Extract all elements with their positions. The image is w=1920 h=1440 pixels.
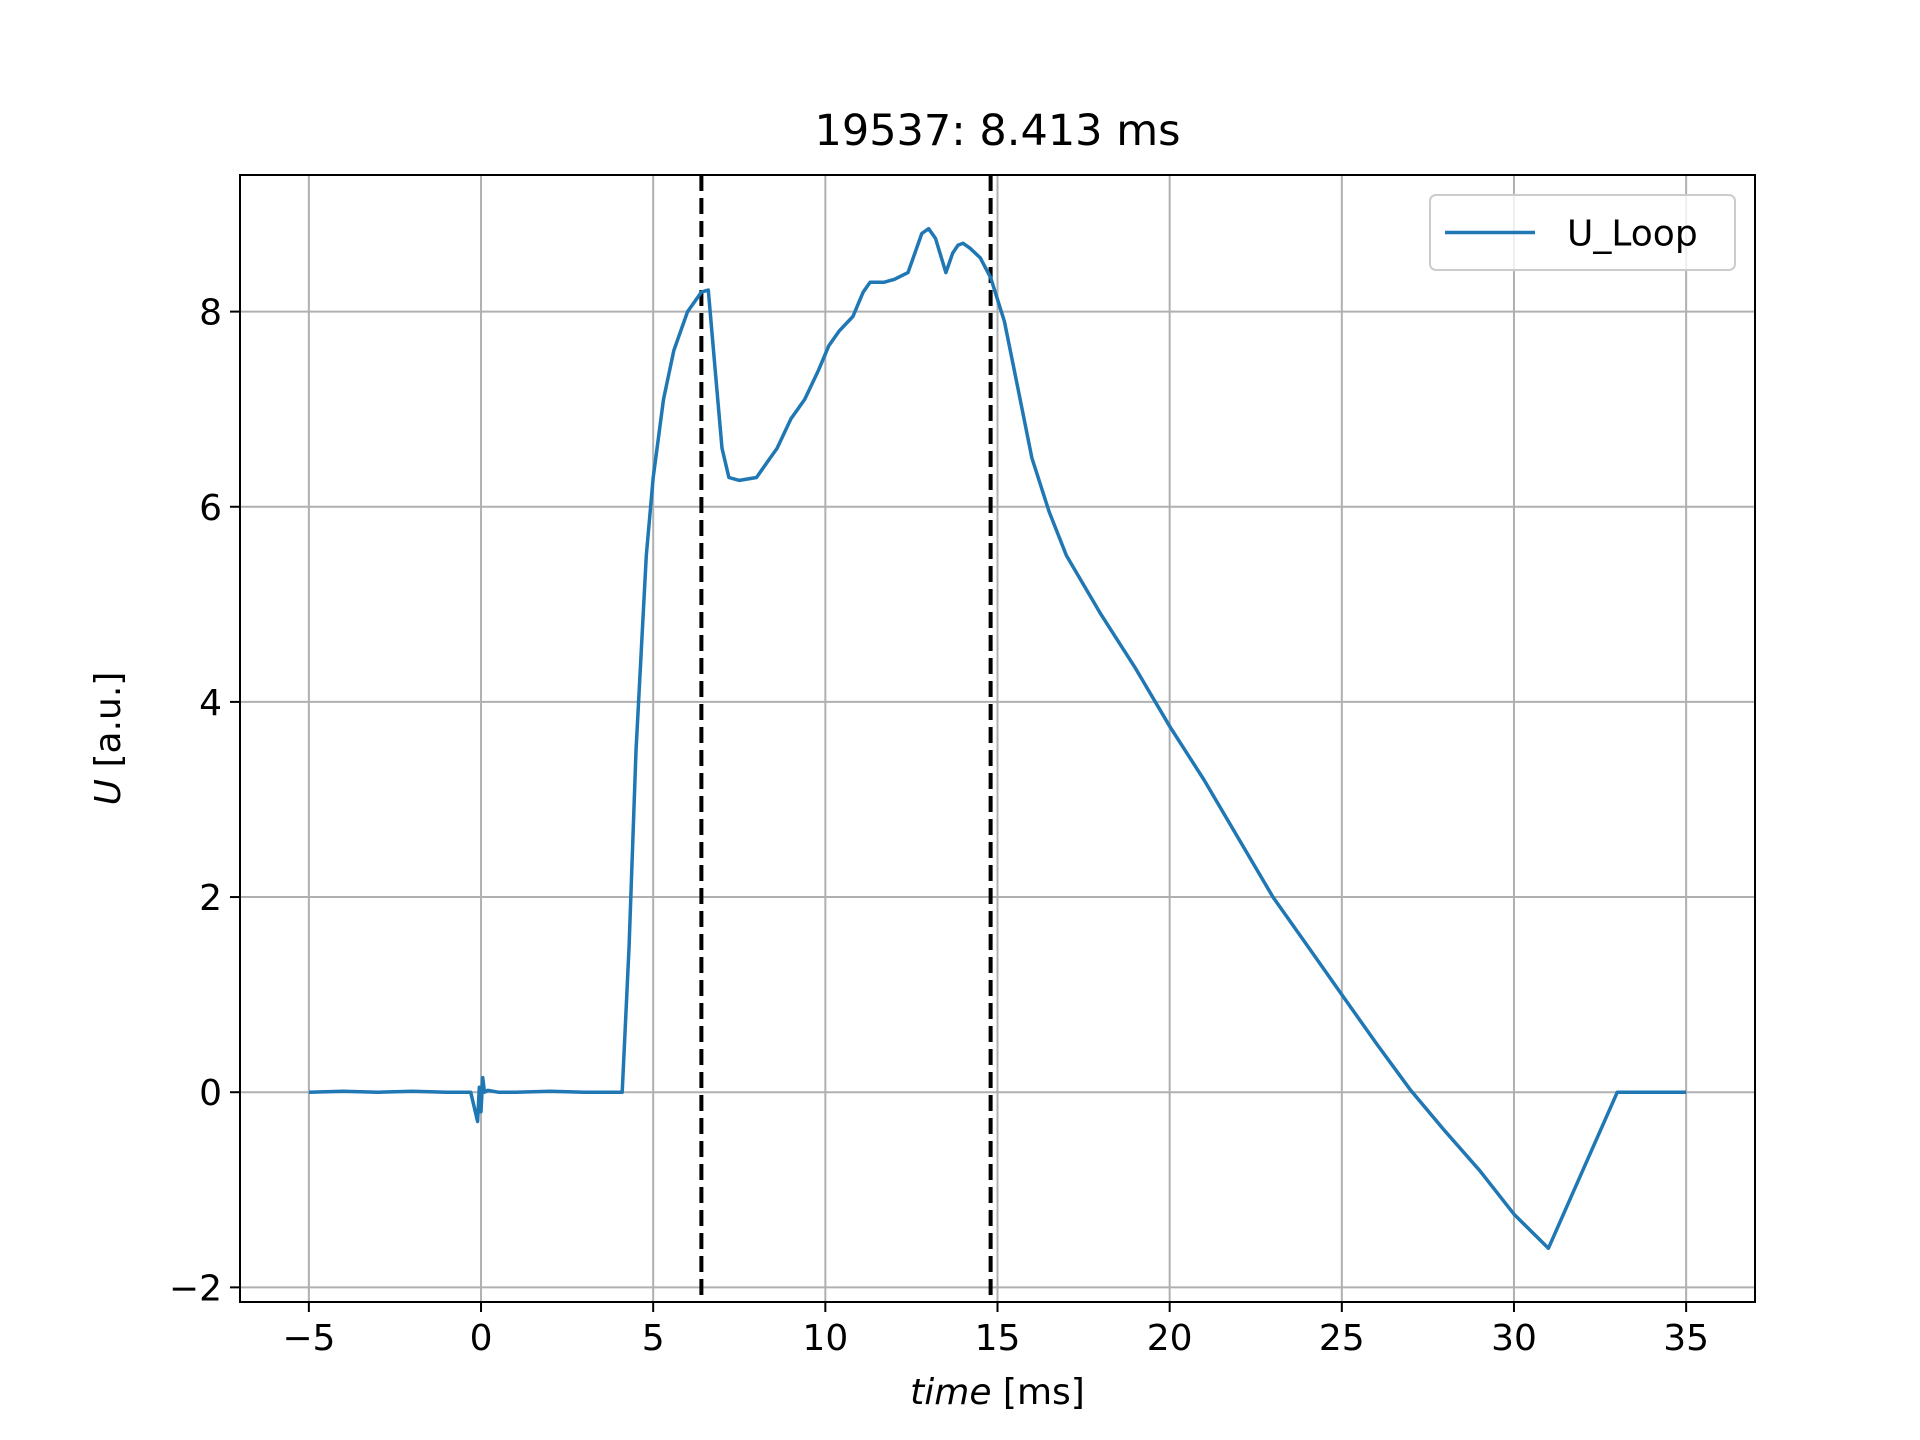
x-axis-label-unit: [ms] (991, 1372, 1084, 1413)
x-tick-label: 20 (1147, 1318, 1193, 1359)
y-axis-label-unit: [a.u.] (88, 672, 129, 779)
legend-label-u-loop: U_Loop (1567, 214, 1698, 255)
ticks: −5 0 5 10 15 20 25 30 35 −2 0 2 4 6 8 (169, 293, 1709, 1359)
legend: U_Loop (1429, 194, 1736, 271)
x-axis-label: time [ms] (910, 1372, 1085, 1413)
x-tick-label: 5 (642, 1318, 665, 1359)
vertical-markers (699, 175, 993, 1302)
x-tick-label: −5 (282, 1318, 335, 1359)
x-axis-label-var: time (910, 1372, 991, 1413)
y-axis-label-var: U (88, 779, 129, 805)
y-tick-label: 4 (199, 683, 222, 724)
y-axis-label: U [a.u.] (88, 672, 129, 806)
series-group (308, 226, 1687, 1251)
x-tick-label: 0 (470, 1318, 493, 1359)
x-tick-label: 25 (1319, 1318, 1365, 1359)
y-tick-label: 2 (199, 878, 222, 919)
x-tick-label: 15 (975, 1318, 1021, 1359)
x-tick-label: 35 (1663, 1318, 1709, 1359)
y-tick-label: −2 (169, 1268, 222, 1309)
y-tick-label: 0 (199, 1073, 222, 1114)
legend-box (1429, 194, 1736, 271)
grid (240, 175, 1755, 1302)
chart-title: 19537: 8.413 ms (814, 106, 1180, 156)
y-tick-label: 6 (199, 488, 222, 529)
x-tick-label: 10 (802, 1318, 848, 1359)
series-line-u-loop (308, 226, 1687, 1251)
y-tick-label: 8 (199, 293, 222, 334)
x-tick-label: 30 (1491, 1318, 1537, 1359)
